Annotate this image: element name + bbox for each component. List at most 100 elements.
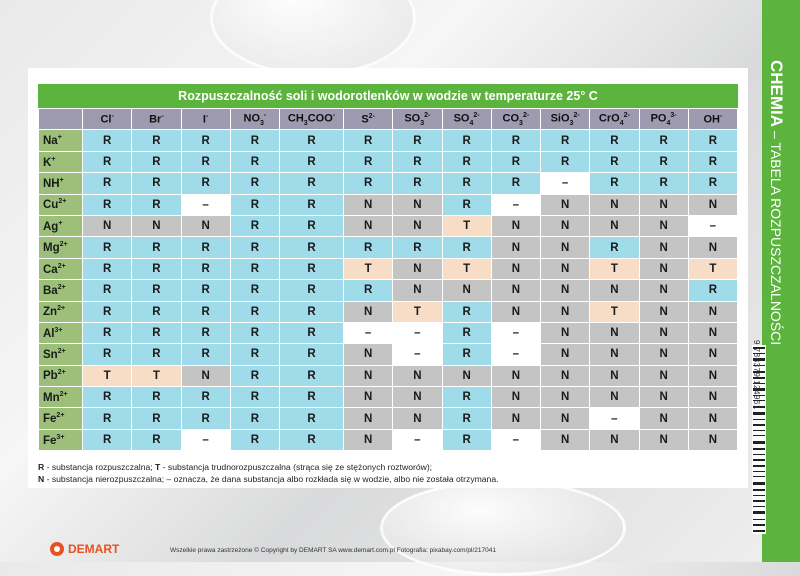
solubility-cell: R bbox=[180, 236, 231, 259]
anion-header: CO32- bbox=[490, 107, 542, 131]
barcode-bar bbox=[753, 494, 765, 496]
solubility-card: Rozpuszczalność soli i wodorotlenków w w… bbox=[28, 68, 748, 488]
solubility-cell: R bbox=[342, 129, 394, 152]
barcode bbox=[752, 345, 766, 534]
solubility-cell: T bbox=[441, 257, 492, 281]
barcode-bar bbox=[753, 430, 765, 432]
solubility-cell: R bbox=[279, 172, 344, 195]
solubility-cell: N bbox=[638, 428, 689, 452]
solubility-cell: R bbox=[279, 150, 344, 174]
solubility-cell: N bbox=[589, 214, 640, 238]
corner-cell bbox=[38, 107, 83, 131]
solubility-cell: R bbox=[687, 129, 739, 152]
table-row: Cu2+ R R – R R N N R – N N N N bbox=[38, 193, 739, 216]
barcode-bar bbox=[753, 523, 765, 526]
solubility-cell: N bbox=[342, 407, 394, 430]
solubility-cell: N bbox=[180, 214, 231, 238]
solubility-cell: N bbox=[589, 193, 640, 216]
solubility-cell: – bbox=[392, 343, 443, 366]
legend-r-key: R bbox=[38, 462, 45, 472]
solubility-cell: N bbox=[392, 214, 443, 238]
barcode-bar bbox=[753, 388, 765, 392]
solubility-cell: R bbox=[229, 364, 281, 388]
barcode-bar bbox=[753, 511, 765, 515]
barcode-bar bbox=[753, 411, 765, 415]
table-row: K+ R R R R R R R R R R R R R bbox=[38, 150, 739, 174]
solubility-cell: N bbox=[638, 193, 689, 216]
solubility-cell: N bbox=[342, 214, 394, 238]
barcode-bar bbox=[753, 488, 765, 491]
copyright-text: Wszelkie prawa zastrzeżone © Copyright b… bbox=[170, 547, 496, 554]
table-title: Rozpuszczalność soli i wodorotlenków w w… bbox=[38, 84, 738, 108]
solubility-cell: N bbox=[490, 407, 542, 430]
logo-text: DEMART bbox=[68, 542, 120, 556]
solubility-cell: N bbox=[392, 279, 443, 302]
solubility-cell: – bbox=[490, 321, 542, 345]
cation-header: Cu2+ bbox=[38, 193, 83, 216]
barcode-bar bbox=[753, 353, 765, 355]
solubility-cell: N bbox=[342, 300, 394, 323]
solubility-cell: R bbox=[279, 321, 344, 345]
solubility-cell: N bbox=[687, 193, 739, 216]
solubility-cell: R bbox=[229, 386, 281, 409]
solubility-cell: N bbox=[539, 407, 591, 430]
solubility-cell: R bbox=[81, 321, 133, 345]
solubility-cell: R bbox=[279, 386, 344, 409]
solubility-cell: N bbox=[687, 343, 739, 366]
solubility-cell: – bbox=[539, 172, 591, 195]
background-flask bbox=[210, 0, 416, 76]
solubility-cell: N bbox=[539, 321, 591, 345]
solubility-cell: N bbox=[589, 279, 640, 302]
solubility-cell: R bbox=[342, 150, 394, 174]
solubility-cell: R bbox=[441, 193, 492, 216]
anion-header: CrO42- bbox=[589, 107, 640, 131]
solubility-cell: N bbox=[539, 343, 591, 366]
anion-header: CH3COO- bbox=[279, 107, 344, 131]
solubility-cell: R bbox=[180, 321, 231, 345]
solubility-cell: R bbox=[441, 300, 492, 323]
solubility-cell: R bbox=[589, 236, 640, 259]
cation-header: Mn2+ bbox=[38, 386, 83, 409]
barcode-bar bbox=[753, 400, 765, 402]
solubility-cell: R bbox=[81, 300, 133, 323]
solubility-cell: N bbox=[539, 257, 591, 281]
solubility-cell: N bbox=[441, 364, 492, 388]
legend-n-text: - substancja nierozpuszczalna; – oznacza… bbox=[44, 474, 499, 484]
solubility-cell: R bbox=[392, 172, 443, 195]
solubility-cell: R bbox=[279, 428, 344, 452]
solubility-cell: N bbox=[638, 321, 689, 345]
table-row: Mg2+ R R R R R R R R N N R N N bbox=[38, 236, 739, 259]
solubility-cell: N bbox=[539, 236, 591, 259]
barcode-bar bbox=[753, 376, 765, 379]
anion-header: Cl- bbox=[81, 107, 133, 131]
cation-header: Al3+ bbox=[38, 321, 83, 345]
solubility-cell: R bbox=[229, 343, 281, 366]
solubility-cell: N bbox=[638, 343, 689, 366]
anion-header: I- bbox=[180, 107, 231, 131]
table-row: NH+ R R R R R R R R R – R R R bbox=[38, 172, 739, 195]
solubility-cell: R bbox=[229, 172, 281, 195]
solubility-cell: R bbox=[279, 214, 344, 238]
barcode-bar bbox=[753, 453, 765, 455]
table-row: Na+ R R R R R R R R R R R R R bbox=[38, 129, 739, 152]
barcode-bar bbox=[753, 370, 765, 373]
solubility-cell: N bbox=[490, 364, 542, 388]
solubility-cell: R bbox=[131, 343, 182, 366]
solubility-cell: N bbox=[638, 257, 689, 281]
side-strip bbox=[762, 0, 800, 562]
solubility-cell: R bbox=[687, 150, 739, 174]
solubility-cell: N bbox=[81, 214, 133, 238]
solubility-cell: N bbox=[490, 279, 542, 302]
barcode-bar bbox=[753, 465, 765, 468]
legend-t-text: - substancja trudnorozpuszczalna (strąca… bbox=[160, 462, 433, 472]
solubility-cell: R bbox=[81, 428, 133, 452]
solubility-cell: N bbox=[589, 428, 640, 452]
solubility-cell: R bbox=[342, 172, 394, 195]
cation-header: Zn2+ bbox=[38, 300, 83, 323]
table-row: Al3+ R R R R R – – R – N N N N bbox=[38, 321, 739, 345]
barcode-number: 9 788379 124961 bbox=[752, 340, 761, 410]
table-row: Pb2+ T T N R R N N N N N N N N bbox=[38, 364, 739, 388]
solubility-cell: R bbox=[279, 257, 344, 281]
anion-header: Br- bbox=[131, 107, 182, 131]
cation-header: Fe2+ bbox=[38, 407, 83, 430]
